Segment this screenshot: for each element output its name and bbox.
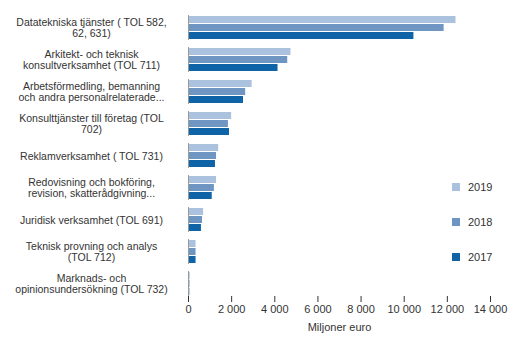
- svg-text:0: 0: [185, 303, 191, 315]
- svg-text:2 000: 2 000: [218, 303, 246, 315]
- svg-text:Juridisk verksamhet (TOL 691): Juridisk verksamhet (TOL 691): [20, 214, 163, 226]
- svg-text:Miljoner euro: Miljoner euro: [308, 321, 372, 333]
- svg-text:Konsulttjänster till företag (: Konsulttjänster till företag (TOL702): [19, 112, 164, 136]
- svg-text:4 000: 4 000: [261, 303, 289, 315]
- svg-text:14 000: 14 000: [474, 303, 508, 315]
- svg-text:Redovisning och bokföring,revi: Redovisning och bokföring,revision, skat…: [28, 176, 155, 200]
- svg-text:Arkitekt- och tekniskkonsultve: Arkitekt- och tekniskkonsultverksamhet (…: [23, 48, 160, 72]
- svg-text:Datatekniska tjänster ( TOL 58: Datatekniska tjänster ( TOL 582,62, 631): [16, 16, 166, 40]
- svg-text:Teknisk provning och analys(TO: Teknisk provning och analys(TOL 712): [26, 240, 157, 264]
- html-text:2019: 2019: [468, 181, 493, 193]
- svg-text:Marknads- ochopinionsundersökn: Marknads- ochopinionsundersökning (TOL 7…: [15, 272, 167, 296]
- svg-text:Reklamverksamhet ( TOL 731): Reklamverksamhet ( TOL 731): [20, 150, 163, 162]
- svg-text:10 000: 10 000: [387, 303, 421, 315]
- svg-text:6 000: 6 000: [304, 303, 332, 315]
- svg-text:Arbetsförmedling, bemanningoch: Arbetsförmedling, bemanningoch andra per…: [19, 80, 165, 104]
- html-text:2018: 2018: [468, 216, 493, 228]
- svg-text:8 000: 8 000: [347, 303, 375, 315]
- html-text:2017: 2017: [468, 251, 493, 263]
- svg-text:12 000: 12 000: [431, 303, 465, 315]
